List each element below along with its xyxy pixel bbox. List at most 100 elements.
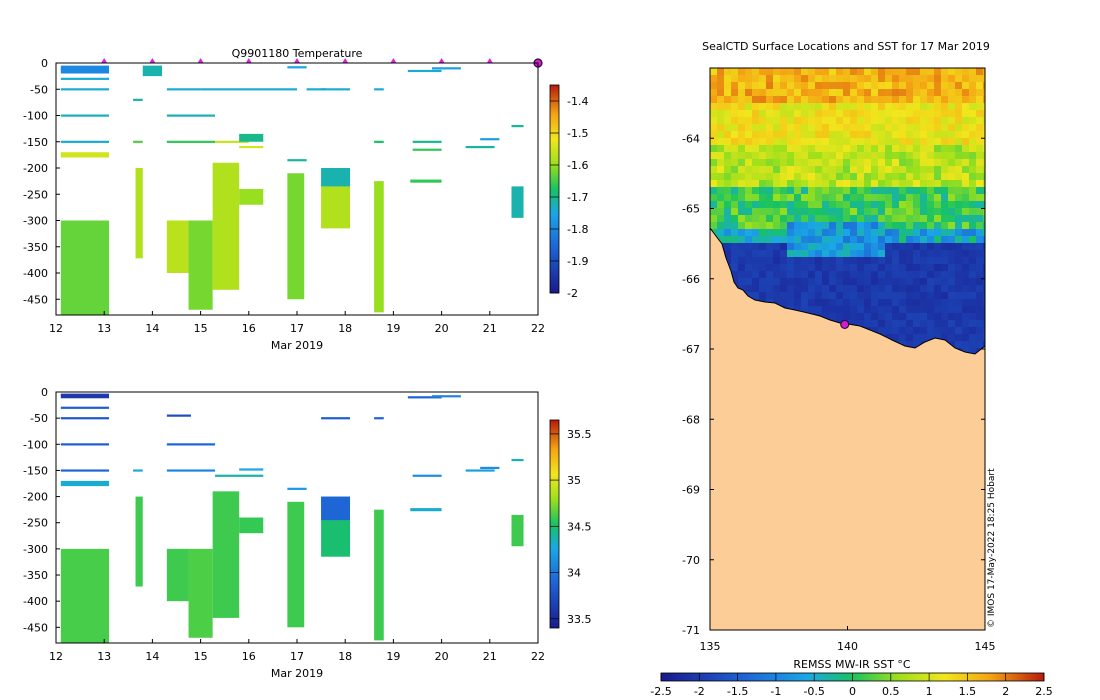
- sst-cell: [906, 68, 914, 76]
- profile-trace-13: [374, 417, 384, 420]
- sst-cell: [906, 138, 914, 146]
- sst-cell: [920, 124, 928, 132]
- sst-cell: [976, 257, 984, 265]
- sst-cell: [885, 306, 893, 314]
- sst-cell: [801, 285, 809, 293]
- sst-cell: [948, 222, 956, 230]
- sst-cell: [787, 131, 795, 139]
- sst-cell: [871, 124, 879, 132]
- sst-colorbar-tick-label-4: -0.5: [803, 685, 824, 698]
- sst-cell: [794, 306, 802, 314]
- sst-cell: [892, 110, 900, 118]
- sst-cell: [766, 208, 774, 216]
- sst-cell: [780, 194, 788, 202]
- sst-cell: [829, 103, 837, 111]
- sst-cell: [773, 124, 781, 132]
- sst-cell: [934, 145, 942, 153]
- sst-cell: [955, 271, 963, 279]
- sst-cell: [780, 138, 788, 146]
- sst-cell: [850, 117, 858, 125]
- sst-cell: [731, 117, 739, 125]
- sst-cell: [878, 243, 886, 251]
- sst-cell: [885, 75, 893, 83]
- sst-cell: [969, 166, 977, 174]
- sst-cell: [906, 103, 914, 111]
- sst-cell: [787, 236, 795, 244]
- sst-cell: [773, 138, 781, 146]
- sst-cell: [857, 292, 865, 300]
- profile-trace-9: [166, 140, 216, 143]
- sst-cell: [759, 264, 767, 272]
- sst-cell: [801, 243, 809, 251]
- sst-cell: [927, 320, 935, 328]
- sst-cell: [766, 264, 774, 272]
- sst-cell: [759, 103, 767, 111]
- sst-cell: [885, 145, 893, 153]
- sst-cell: [801, 117, 809, 125]
- sst-cell: [801, 89, 809, 97]
- sst-cell: [906, 264, 914, 272]
- sst-cell: [731, 138, 739, 146]
- sst-cell: [794, 278, 802, 286]
- sst-cell: [801, 152, 809, 160]
- sst-cell: [906, 187, 914, 195]
- profile-block-10: [287, 173, 305, 300]
- sst-cell: [780, 82, 788, 90]
- x-tick-label-21: 21: [483, 650, 497, 663]
- sst-cell: [871, 243, 879, 251]
- sst-cell: [913, 292, 921, 300]
- map-y-tick-label--64: -64: [682, 132, 700, 145]
- sst-cell: [808, 236, 816, 244]
- sst-cell: [780, 208, 788, 216]
- sst-cell: [906, 229, 914, 237]
- sst-cell: [871, 306, 879, 314]
- sst-cell: [752, 159, 760, 167]
- sst-cell: [906, 236, 914, 244]
- sst-cell: [836, 117, 844, 125]
- sst-cell: [962, 75, 970, 83]
- sst-cell: [948, 327, 956, 335]
- sst-cell: [787, 271, 795, 279]
- sst-cell: [857, 180, 865, 188]
- sst-cell: [843, 299, 851, 307]
- sst-cell: [780, 292, 788, 300]
- sst-cell: [843, 89, 851, 97]
- sst-cell: [899, 236, 907, 244]
- sst-cell: [934, 215, 942, 223]
- sst-cell: [815, 103, 823, 111]
- sst-cell: [962, 173, 970, 181]
- sst-cell: [920, 103, 928, 111]
- temperature-y-ticks: 0-50-100-150-200-250-300-350-400-450: [23, 57, 60, 306]
- sst-cell: [801, 68, 809, 76]
- sst-cell: [864, 292, 872, 300]
- sst-cell: [766, 194, 774, 202]
- sst-cell: [955, 82, 963, 90]
- sst-cell: [752, 222, 760, 230]
- sst-cell: [836, 215, 844, 223]
- sst-cell: [710, 75, 718, 83]
- sst-cell: [766, 159, 774, 167]
- profile-trace-18: [480, 466, 500, 470]
- sst-cell: [885, 215, 893, 223]
- sst-cell: [892, 320, 900, 328]
- sst-cell: [815, 145, 823, 153]
- sst-cell: [738, 110, 746, 118]
- sst-cell: [773, 257, 781, 265]
- sst-cell: [829, 271, 837, 279]
- profile-block-10: [321, 496, 351, 521]
- sst-cell: [738, 159, 746, 167]
- sst-cell: [941, 68, 949, 76]
- sst-cell: [920, 215, 928, 223]
- sst-cell: [801, 82, 809, 90]
- sst-cell: [983, 229, 985, 237]
- sst-cell: [864, 306, 872, 314]
- sst-cell: [878, 68, 886, 76]
- sst-cell: [773, 103, 781, 111]
- sst-cell: [808, 250, 816, 258]
- sst-cell: [822, 306, 830, 314]
- sst-cell: [801, 110, 809, 118]
- profile-trace-22: [431, 67, 461, 70]
- sst-cell: [815, 110, 823, 118]
- profile-block-11: [374, 509, 384, 641]
- sst-cell: [857, 278, 865, 286]
